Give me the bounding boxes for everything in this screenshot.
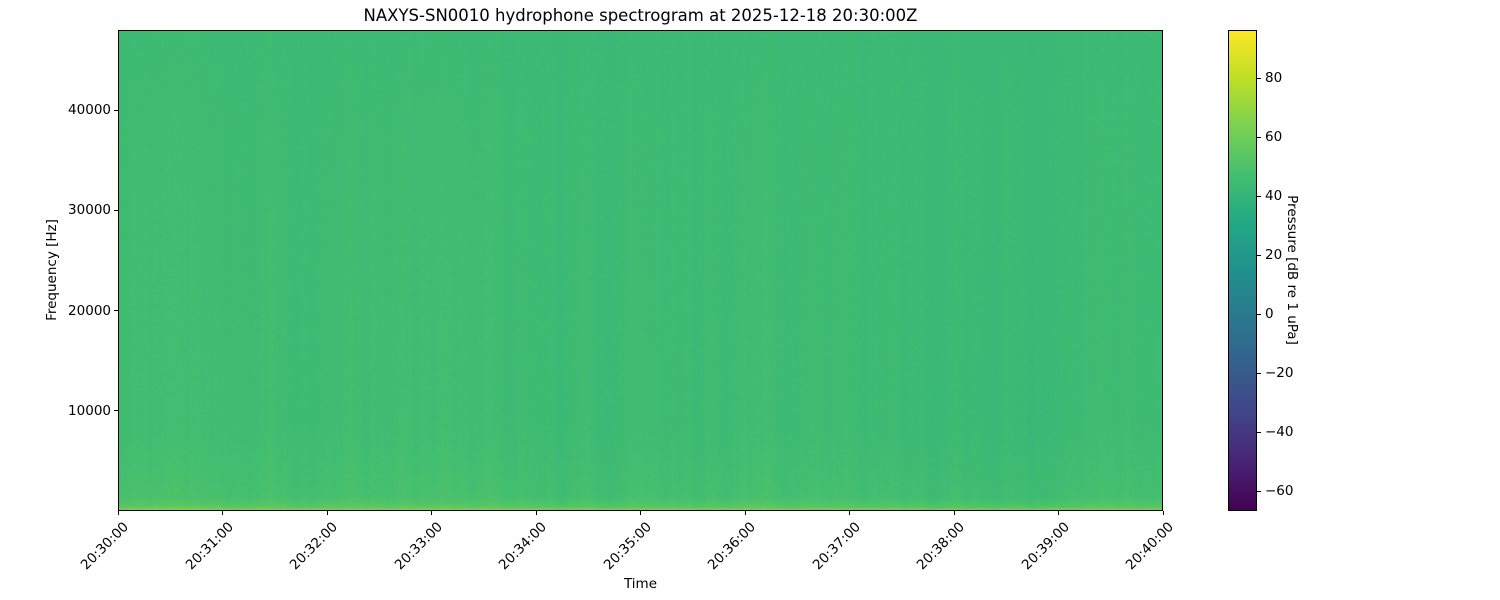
x-tick-mark <box>1162 511 1164 515</box>
x-tick-label: 20:37:00 <box>809 519 864 574</box>
colorbar-tick-mark <box>1257 77 1261 79</box>
y-tick-mark <box>114 109 118 111</box>
y-tick-mark <box>114 410 118 412</box>
x-tick-label: 20:31:00 <box>182 519 237 574</box>
x-tick-mark <box>326 511 328 515</box>
x-tick-label: 20:33:00 <box>391 519 446 574</box>
x-tick-mark <box>744 511 746 515</box>
colorbar-tick-label: −20 <box>1265 365 1294 382</box>
x-tick-mark <box>117 511 119 515</box>
x-tick-mark <box>535 511 537 515</box>
spectrogram-image <box>119 31 1162 510</box>
y-tick-label: 30000 <box>68 202 111 219</box>
colorbar-tick-label: 60 <box>1265 129 1283 146</box>
chart-title: NAXYS-SN0010 hydrophone spectrogram at 2… <box>363 6 918 25</box>
x-tick-mark <box>1058 511 1059 515</box>
x-tick-mark <box>222 511 223 515</box>
colorbar-label: Pressure [dB re 1 uPa] <box>1284 195 1300 345</box>
x-tick-mark <box>953 511 955 515</box>
x-tick-mark <box>849 511 850 515</box>
colorbar-tick-label: 80 <box>1265 70 1283 87</box>
y-tick-mark <box>114 310 118 312</box>
x-tick-mark <box>431 511 432 515</box>
y-tick-label: 10000 <box>68 402 111 419</box>
y-tick-label: 20000 <box>68 302 111 319</box>
colorbar-tick-mark <box>1257 254 1261 256</box>
colorbar-tick-label: 0 <box>1265 306 1274 323</box>
colorbar-tick-label: −60 <box>1265 483 1294 500</box>
x-tick-label: 20:38:00 <box>914 519 969 574</box>
colorbar <box>1228 30 1257 511</box>
colorbar-tick-mark <box>1257 195 1261 197</box>
x-axis-label: Time <box>623 576 658 592</box>
colorbar-tick-label: −40 <box>1265 424 1294 441</box>
x-tick-label: 20:39:00 <box>1018 519 1073 574</box>
x-tick-label: 20:40:00 <box>1123 519 1178 574</box>
colorbar-tick-label: 20 <box>1265 247 1283 264</box>
colorbar-tick-label: 40 <box>1265 188 1283 205</box>
x-tick-label: 20:35:00 <box>600 519 655 574</box>
y-tick-label: 40000 <box>68 102 111 119</box>
y-tick-mark <box>114 209 118 211</box>
colorbar-tick-mark <box>1257 136 1261 138</box>
colorbar-tick-mark <box>1257 490 1261 492</box>
colorbar-tick-mark <box>1257 431 1261 433</box>
plot-area <box>118 30 1163 511</box>
x-tick-label: 20:36:00 <box>705 519 760 574</box>
x-tick-mark <box>640 511 641 515</box>
colorbar-tick-mark <box>1257 372 1261 374</box>
colorbar-tick-mark <box>1257 313 1261 315</box>
x-tick-label: 20:32:00 <box>287 519 342 574</box>
x-tick-label: 20:34:00 <box>496 519 551 574</box>
x-tick-label: 20:30:00 <box>78 519 133 574</box>
